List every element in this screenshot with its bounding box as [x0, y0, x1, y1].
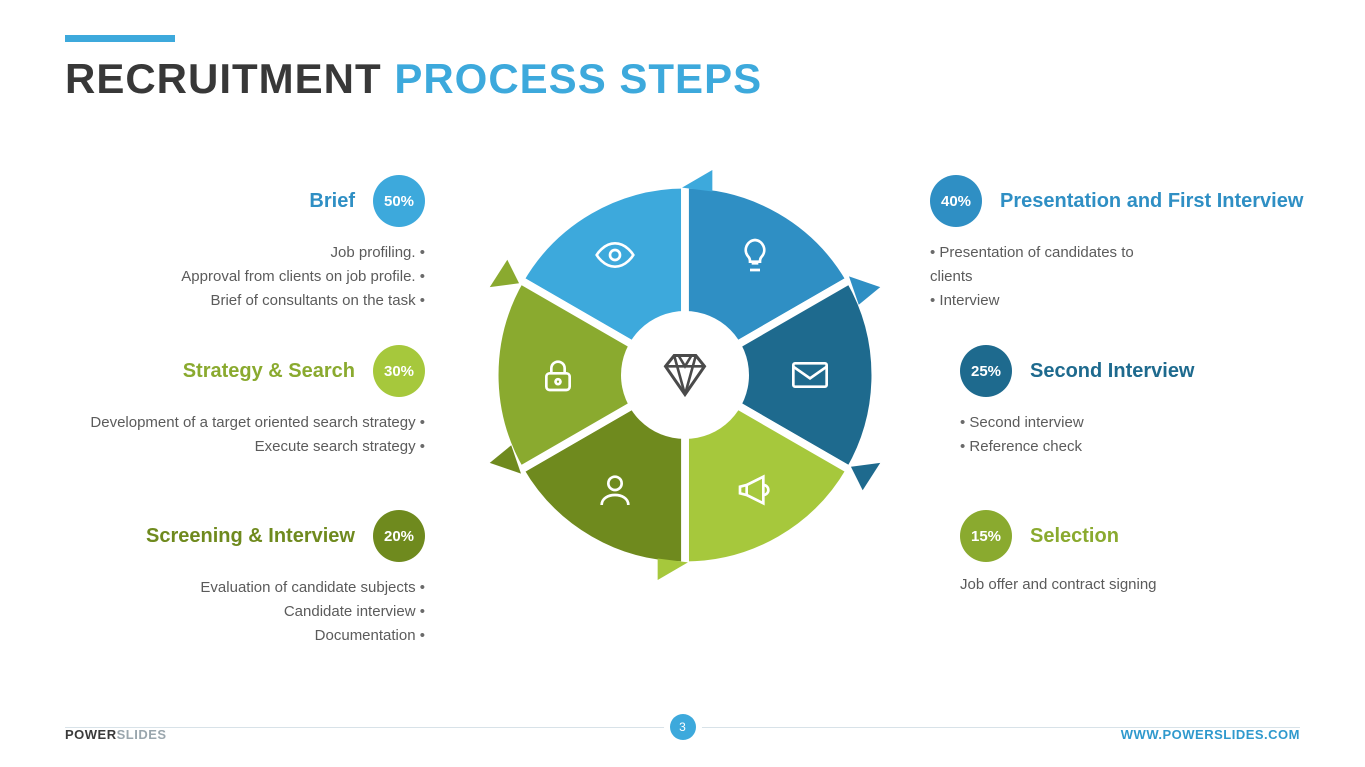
page-number-badge: 3 — [670, 714, 696, 740]
step-title: Brief — [309, 190, 355, 213]
bullet: Approval from clients on job profile. — [95, 265, 425, 289]
envelope-icon — [790, 355, 830, 395]
step-title: Screening & Interview — [146, 525, 355, 548]
bullet: Reference check — [960, 435, 1290, 459]
diamond-icon — [659, 349, 711, 401]
lock-icon — [538, 355, 578, 395]
pct-badge: 30% — [373, 345, 425, 397]
pct-badge: 20% — [373, 510, 425, 562]
person-icon — [595, 470, 635, 510]
pct-badge: 40% — [930, 175, 982, 227]
step-strategy: 30% Strategy & Search Development of a t… — [75, 345, 425, 459]
step-screening: 20% Screening & Interview Evaluation of … — [75, 510, 425, 648]
bullet: Development of a target oriented search … — [75, 411, 425, 435]
step-text: Job offer and contract signing — [960, 576, 1290, 593]
step-second-interview: 25% Second Interview Second interview Re… — [960, 345, 1290, 459]
title-part2: PROCESS STEPS — [394, 55, 762, 102]
step-bullets: Presentation of candidates to clients In… — [930, 241, 1330, 313]
bullet: Documentation — [75, 624, 425, 648]
bullet: Execute search strategy — [75, 435, 425, 459]
step-bullets: Development of a target oriented search … — [75, 411, 425, 459]
brand-light: SLIDES — [117, 727, 167, 742]
center-circle — [621, 311, 749, 439]
step-presentation: 40% Presentation and First Interview Pre… — [930, 175, 1330, 313]
bullet: Job profiling. — [95, 241, 425, 265]
footer-brand: POWERSLIDES — [65, 727, 167, 742]
footer-url: WWW.POWERSLIDES.COM — [1121, 727, 1300, 742]
bulb-icon — [735, 235, 775, 275]
bullet: Interview — [930, 289, 1330, 313]
step-selection: 15% Selection Job offer and contract sig… — [960, 510, 1290, 593]
title-accent-bar — [65, 35, 175, 42]
pct-badge: 15% — [960, 510, 1012, 562]
arrow-3 — [851, 463, 880, 490]
arrow-6 — [490, 260, 519, 287]
eye-icon — [595, 235, 635, 275]
step-bullets: Evaluation of candidate subjects Candida… — [75, 576, 425, 648]
megaphone-icon — [735, 470, 775, 510]
pct-badge: 25% — [960, 345, 1012, 397]
step-brief: 50% Brief Job profiling. Approval from c… — [95, 175, 425, 313]
bullet: Second interview — [960, 411, 1290, 435]
step-title: Strategy & Search — [183, 360, 355, 383]
step-bullets: Second interview Reference check — [960, 411, 1290, 459]
pct-badge: 50% — [373, 175, 425, 227]
step-title: Second Interview — [1030, 360, 1195, 383]
brand-bold: POWER — [65, 727, 117, 742]
step-title: Presentation and First Interview — [1000, 190, 1303, 213]
bullet: Evaluation of candidate subjects — [75, 576, 425, 600]
bullet: Brief of consultants on the task — [95, 289, 425, 313]
process-wheel — [480, 170, 890, 580]
step-bullets: Job profiling. Approval from clients on … — [95, 241, 425, 313]
page-title: RECRUITMENT PROCESS STEPS — [65, 55, 762, 103]
title-part1: RECRUITMENT — [65, 55, 382, 102]
bullet: Candidate interview — [75, 600, 425, 624]
step-title: Selection — [1030, 525, 1119, 548]
bullet: Presentation of candidates to clients — [930, 241, 1170, 289]
